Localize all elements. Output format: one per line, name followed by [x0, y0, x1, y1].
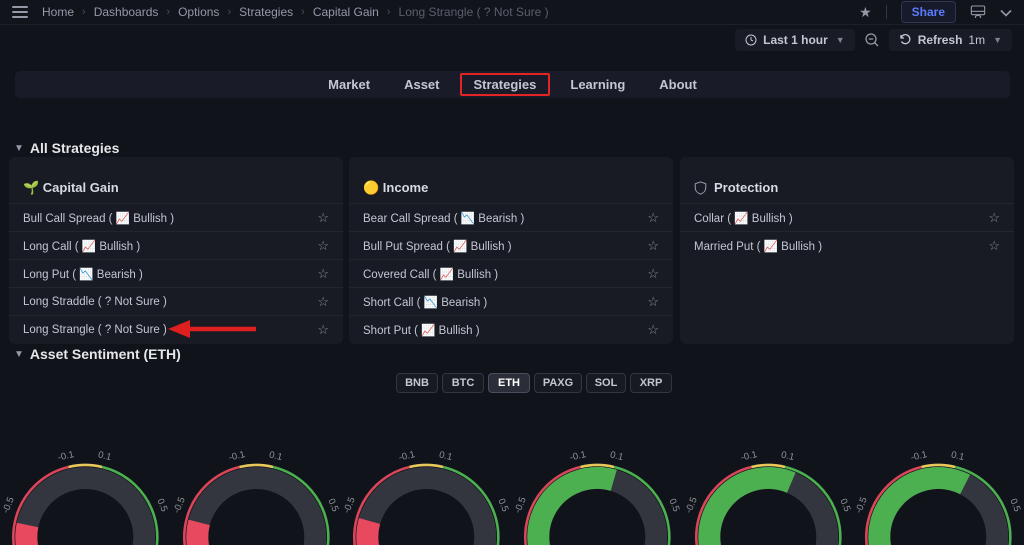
svg-text:0.5: 0.5 [1008, 497, 1023, 513]
svg-text:-0.1: -0.1 [227, 449, 245, 464]
svg-text:0.1: 0.1 [438, 449, 453, 463]
svg-text:-0.1: -0.1 [569, 449, 587, 464]
svg-text:-0.1: -0.1 [910, 449, 928, 464]
svg-text:-0.5: -0.5 [512, 496, 528, 515]
svg-text:-0.5: -0.5 [171, 496, 187, 515]
svg-text:-0.5: -0.5 [854, 496, 870, 515]
svg-text:0.5: 0.5 [837, 497, 852, 513]
svg-text:-0.1: -0.1 [739, 449, 757, 464]
svg-text:0.5: 0.5 [154, 497, 169, 513]
svg-text:-0.5: -0.5 [683, 496, 699, 515]
svg-text:0.1: 0.1 [780, 449, 795, 463]
svg-text:-0.5: -0.5 [0, 496, 16, 515]
svg-text:0.1: 0.1 [97, 449, 112, 463]
svg-text:0.1: 0.1 [609, 449, 624, 463]
svg-text:-0.1: -0.1 [398, 449, 416, 464]
svg-text:0.5: 0.5 [325, 497, 340, 513]
svg-text:0.1: 0.1 [268, 449, 283, 463]
svg-text:0.5: 0.5 [666, 497, 681, 513]
svg-text:-0.1: -0.1 [57, 449, 75, 464]
svg-text:0.1: 0.1 [950, 449, 965, 463]
svg-text:0.5: 0.5 [496, 497, 511, 513]
svg-text:-0.5: -0.5 [342, 496, 358, 515]
